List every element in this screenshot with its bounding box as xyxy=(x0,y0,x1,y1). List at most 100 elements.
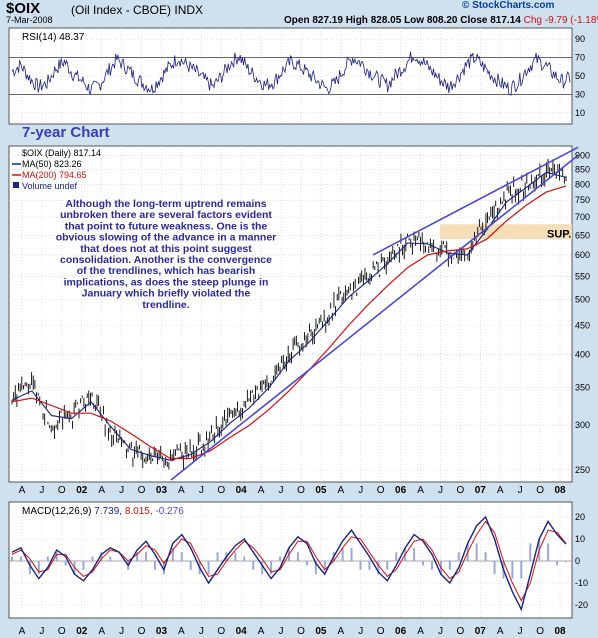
price-legend: $OIX (Daily) 817.14 MA(50) 823.26 MA(200… xyxy=(12,148,101,191)
axis-ticks: 90 70 50 30 10 900 850 800 750 700 650 600 550 500 450… xyxy=(575,34,590,610)
price-tick-label: 300 xyxy=(575,420,590,430)
signal-line xyxy=(11,520,567,602)
upper-trendline xyxy=(372,146,579,256)
price-tick-label: 550 xyxy=(575,271,590,281)
x-axis: A J O 02 A J O 03 A J O 04 A J O 05 A J O 06 A J O 07 A J O 08 A J O 02… xyxy=(19,485,566,637)
index-name: (Oil Index - CBOE) INDX xyxy=(71,3,204,17)
macd-tick-label: 0 xyxy=(575,556,580,566)
price-tick-label: 500 xyxy=(575,295,590,305)
low-value: Low 808.20 xyxy=(404,15,458,26)
price-tick-label: 700 xyxy=(575,212,590,222)
x-tick-label: J xyxy=(199,485,204,496)
support-band xyxy=(440,224,572,240)
x-tick-label: A xyxy=(178,626,185,637)
annotation-line: implications, as does the steep plunge i… xyxy=(64,276,269,288)
price-bars xyxy=(11,158,567,471)
rsi-line xyxy=(11,51,571,96)
macd-plot xyxy=(11,515,567,612)
x-tick-label: J xyxy=(199,626,204,637)
macd-label: MACD(12,26,9) 7.739, 8.015, -0.276 xyxy=(22,506,184,517)
x-tick-label: 02 xyxy=(76,626,88,637)
x-tick-label: 03 xyxy=(156,626,168,637)
x-tick-label: O xyxy=(58,485,66,496)
x-tick-label: A xyxy=(258,626,265,637)
support-label: SUP. xyxy=(547,228,571,240)
price-tick-label: 350 xyxy=(575,382,590,392)
x-tick-label: 08 xyxy=(554,485,566,496)
price-plot: SUP. Although the long-term uptrend remai… xyxy=(11,146,579,481)
price-tick-label: 250 xyxy=(575,465,590,475)
annotation-line: that does not at this point suggest xyxy=(80,243,252,255)
x-tick-label: 06 xyxy=(395,485,407,496)
x-tick-label: A xyxy=(98,626,105,637)
x-tick-label: 06 xyxy=(395,626,407,637)
x-tick-label: 08 xyxy=(554,626,566,637)
macd-panel xyxy=(8,501,573,619)
legend-price: $OIX (Daily) 817.14 xyxy=(22,148,101,158)
symbol-title: $OIX xyxy=(6,0,41,17)
rsi-plot xyxy=(11,51,571,96)
annotation-line: unbroken there are several factors evide… xyxy=(60,209,272,221)
x-tick-label: A xyxy=(417,626,424,637)
x-tick-label: J xyxy=(279,485,284,496)
x-tick-label: O xyxy=(217,626,225,637)
stockcharts-logo: © StockCharts.com xyxy=(462,0,555,11)
price-tick-label: 600 xyxy=(575,250,590,260)
x-tick-label: J xyxy=(438,485,443,496)
x-tick-label: O xyxy=(536,626,544,637)
ma200-line xyxy=(11,185,567,460)
annotation-line: that point to future weakness. One is th… xyxy=(65,220,268,232)
signal-value: 8.015, xyxy=(125,506,153,517)
x-tick-label: 04 xyxy=(236,485,248,496)
x-tick-label: O xyxy=(536,485,544,496)
header: $OIX (Oil Index - CBOE) INDX 7-Mar-2008 … xyxy=(0,0,598,26)
price-tick-label: 450 xyxy=(575,321,590,331)
x-tick-label: O xyxy=(217,485,225,496)
chart-title: 7-year Chart xyxy=(22,124,110,141)
open-value: Open 827.19 xyxy=(284,15,343,26)
annotation-text: Although the long-term uptrend remains un… xyxy=(56,198,277,311)
quote-date: 7-Mar-2008 xyxy=(6,15,53,25)
macd-name: MACD(12,26,9) xyxy=(22,506,91,517)
rsi-tick-label: 10 xyxy=(575,108,585,118)
x-tick-label: A xyxy=(19,485,26,496)
rsi-tick-label: 50 xyxy=(575,71,585,81)
annotation-line: of the trendlines, which has bearish xyxy=(77,265,256,277)
x-tick-label: J xyxy=(518,485,523,496)
macd-line xyxy=(11,515,567,612)
x-tick-label: J xyxy=(358,626,363,637)
price-tick-label: 750 xyxy=(575,195,590,205)
x-tick-label: 05 xyxy=(315,485,327,496)
x-tick-label: 04 xyxy=(236,626,248,637)
price-tick-label: 650 xyxy=(575,230,590,240)
macd-tick-label: -10 xyxy=(575,578,588,588)
macd-tick-label: -20 xyxy=(575,600,588,610)
x-tick-label: A xyxy=(337,485,344,496)
x-tick-label: O xyxy=(138,626,146,637)
x-tick-label: J xyxy=(119,626,124,637)
price-tick-label: 400 xyxy=(575,350,590,360)
legend-volume-swatch xyxy=(13,182,19,188)
x-tick-label: A xyxy=(178,485,185,496)
x-tick-label: A xyxy=(497,485,504,496)
price-tick-label: 800 xyxy=(575,179,590,189)
legend-ma200: MA(200) 794.65 xyxy=(22,170,87,180)
change-value: Chg -9.79 (-1.18%) xyxy=(523,15,598,26)
x-tick-label: J xyxy=(518,626,523,637)
rsi-label: RSI(14) 48.37 xyxy=(22,32,85,43)
rsi-tick-label: 90 xyxy=(575,34,585,44)
x-tick-label: O xyxy=(297,626,305,637)
annotation-line: January which briefly violated the xyxy=(82,288,251,300)
high-value: High 828.05 xyxy=(345,15,402,26)
x-tick-label: 07 xyxy=(475,485,487,496)
x-tick-label: O xyxy=(138,485,146,496)
x-tick-label: J xyxy=(119,485,124,496)
x-tick-label: J xyxy=(438,626,443,637)
legend-volume: Volume undef xyxy=(22,181,78,191)
price-tick-label: 850 xyxy=(575,164,590,174)
histogram-value: -0.276 xyxy=(155,506,184,517)
macd-tick-label: 20 xyxy=(575,512,585,522)
x-tick-label: J xyxy=(39,626,44,637)
x-tick-label: A xyxy=(258,485,265,496)
